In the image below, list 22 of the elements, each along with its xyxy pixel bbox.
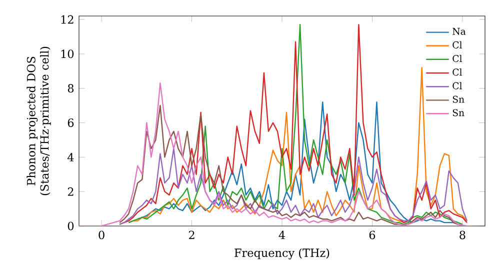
x-tick-label: 0 <box>98 230 104 240</box>
legend-label: Cl <box>452 54 462 62</box>
line-series <box>119 148 468 225</box>
legend-label: Cl <box>452 68 462 76</box>
x-tick-label: 8 <box>460 230 466 240</box>
y-tick-label: 12 <box>61 15 74 24</box>
y-axis-title: Phonon projected DOS (States/THz·primitive cell) <box>26 46 51 196</box>
legend-label: Cl <box>452 82 462 90</box>
x-tick-label: 4 <box>278 230 286 240</box>
y-tick-label: 10 <box>61 50 74 58</box>
x-tick-label: 6 <box>369 230 376 240</box>
x-tick-label: 2 <box>188 230 194 240</box>
legend-label: Sn <box>452 109 464 116</box>
legend-label: Sn <box>452 96 464 103</box>
legend-label: Cl <box>452 41 462 48</box>
legend-label: Na <box>452 28 466 35</box>
y-tick-label: 6 <box>68 118 74 127</box>
y-tick-label: 8 <box>68 84 74 93</box>
y-tick-label: 0 <box>68 222 74 230</box>
y-tick-label: 2 <box>68 187 74 196</box>
y-tick-label: 4 <box>68 152 74 162</box>
x-axis-title: Frequency (THz) <box>234 248 330 260</box>
